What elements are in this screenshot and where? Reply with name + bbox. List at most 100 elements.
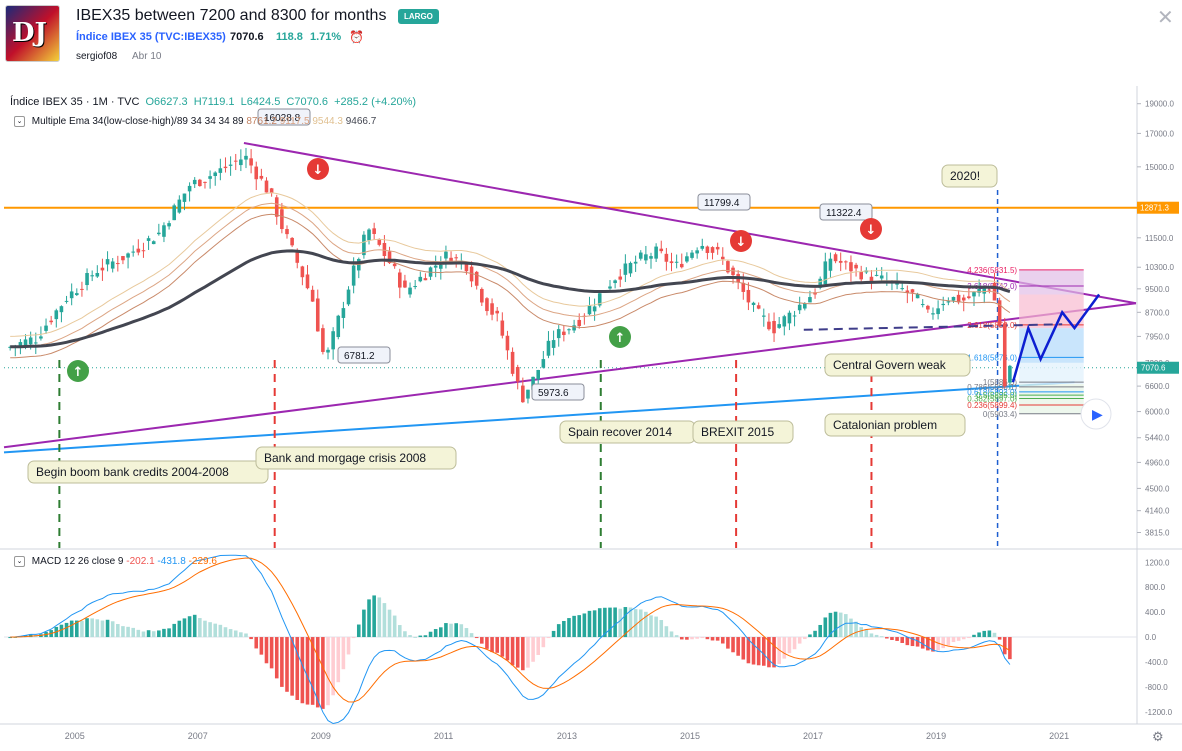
candle-body <box>454 257 458 259</box>
annotation-boom-box <box>27 460 269 484</box>
candle-body <box>521 385 525 403</box>
up-arrow-icon-bg <box>67 360 89 382</box>
candle-body <box>269 188 274 193</box>
macd-histogram-bar <box>618 608 623 638</box>
candle-body <box>705 246 710 253</box>
candle-body <box>182 193 187 202</box>
y-tick-label: 3815.0 <box>1145 529 1170 538</box>
symbol-change: 118.8 <box>276 31 303 43</box>
legend-change: +285.2 (+4.20%) <box>334 96 417 108</box>
fib-level-label: 0(5903.4) <box>983 410 1018 419</box>
annotation-catalonian: Catalonian problem <box>833 418 937 432</box>
legend-close: C7070.6 <box>286 96 328 108</box>
candle-body <box>833 254 838 262</box>
collapse-icon[interactable]: ⌄ <box>14 116 25 127</box>
candle-body <box>767 321 771 330</box>
down-arrow-icon-bg <box>307 158 329 180</box>
macd-histogram-bar <box>105 619 110 638</box>
macd-histogram-bar <box>972 634 976 638</box>
macd-histogram-bar <box>854 621 858 638</box>
logo-text: DJ <box>12 18 47 48</box>
macd-histogram-bar <box>116 624 120 638</box>
candle-body <box>772 320 776 334</box>
macd-histogram-bar <box>372 595 376 638</box>
macd-histogram-bar <box>192 614 197 638</box>
candle-body <box>382 242 387 257</box>
candle-body <box>654 246 658 259</box>
breakout-dashed-line <box>803 323 1063 331</box>
macd-histogram-bar <box>951 637 956 643</box>
candle-body <box>946 301 951 303</box>
macd-histogram-bar <box>428 631 433 638</box>
author-logo[interactable]: DJ <box>5 5 60 62</box>
macd-histogram-bar <box>505 637 510 661</box>
candle-body <box>495 310 499 314</box>
macd-histogram-bar <box>577 615 582 638</box>
candle-body <box>592 306 597 312</box>
candle-body <box>315 298 320 332</box>
candle-body <box>418 276 423 282</box>
candle-body <box>326 349 330 353</box>
y-tick-label: 9500.0 <box>1145 285 1170 294</box>
macd-histogram-bar <box>926 637 930 651</box>
macd-histogram-bar <box>413 636 417 638</box>
annotation-brexit-box <box>692 420 794 444</box>
macd-histogram-bar <box>556 624 561 638</box>
price-label-2012-box <box>531 383 585 401</box>
macd-histogram-bar <box>823 617 828 638</box>
candle-body <box>172 205 177 221</box>
macd-histogram-bar <box>741 637 746 660</box>
candle-body <box>485 298 489 312</box>
macd-histogram-bar <box>290 637 294 696</box>
macd-histogram-bar <box>464 628 469 638</box>
candle-body <box>233 160 238 162</box>
symbol-link[interactable]: Índice IBEX 35 (TVC:IBEX35) <box>76 31 226 43</box>
candle-body <box>203 181 207 183</box>
y-tick-label: 8700.0 <box>1145 308 1170 317</box>
candle-body <box>403 280 407 288</box>
candle-body <box>167 223 171 227</box>
candle-body <box>218 168 223 173</box>
fib-level-label: 1(5886.5) <box>983 378 1018 387</box>
settings-gear-icon[interactable]: ⚙ <box>1152 729 1164 744</box>
macd-histogram-bar <box>603 607 607 638</box>
candle-body <box>782 316 787 327</box>
macd-histogram-bar <box>587 610 592 638</box>
play-icon[interactable]: ▶ <box>1092 407 1103 423</box>
candle-body <box>423 278 428 281</box>
candle-body <box>644 254 648 261</box>
candle-body <box>464 263 469 272</box>
candle-body <box>295 252 300 263</box>
y-tick-label: 4500.0 <box>1145 484 1170 493</box>
ema-value-2: 9117.5 <box>279 116 310 128</box>
candle-body <box>121 256 125 261</box>
macd-histogram-bar <box>100 620 105 638</box>
macd-histogram-bar <box>813 630 817 638</box>
macd-histogram-bar <box>736 637 740 656</box>
candle-body <box>341 308 346 318</box>
candle-body <box>551 340 556 348</box>
candle-body <box>1008 365 1012 383</box>
fib-zone <box>1019 294 1084 329</box>
macd-histogram-bar <box>756 637 761 666</box>
author-name[interactable]: sergiof08 <box>76 51 118 62</box>
down-arrow-icon-bg <box>730 230 752 252</box>
candle-body <box>920 304 925 306</box>
macd-signal-line <box>10 557 1011 703</box>
macd-label: MACD 12 26 close 9 <box>31 556 124 568</box>
candle-body <box>577 319 582 327</box>
fib-level-label: 0.5(5895.0) <box>976 391 1017 400</box>
macd-histogram-bar <box>864 629 869 638</box>
candle-body <box>249 158 253 166</box>
candle-body <box>510 351 515 374</box>
macd-line <box>10 554 1011 725</box>
collapse-icon[interactable]: ⌄ <box>14 556 25 567</box>
candle-body <box>105 259 110 265</box>
macd-histogram-bar <box>526 637 530 668</box>
alarm-clock-icon[interactable]: ⏰ <box>349 30 364 44</box>
macd-histogram-bar <box>874 634 879 638</box>
close-icon[interactable]: ✕ <box>1157 7 1174 29</box>
macd-histogram-bar <box>844 614 848 638</box>
macd-histogram-bar <box>336 637 341 683</box>
